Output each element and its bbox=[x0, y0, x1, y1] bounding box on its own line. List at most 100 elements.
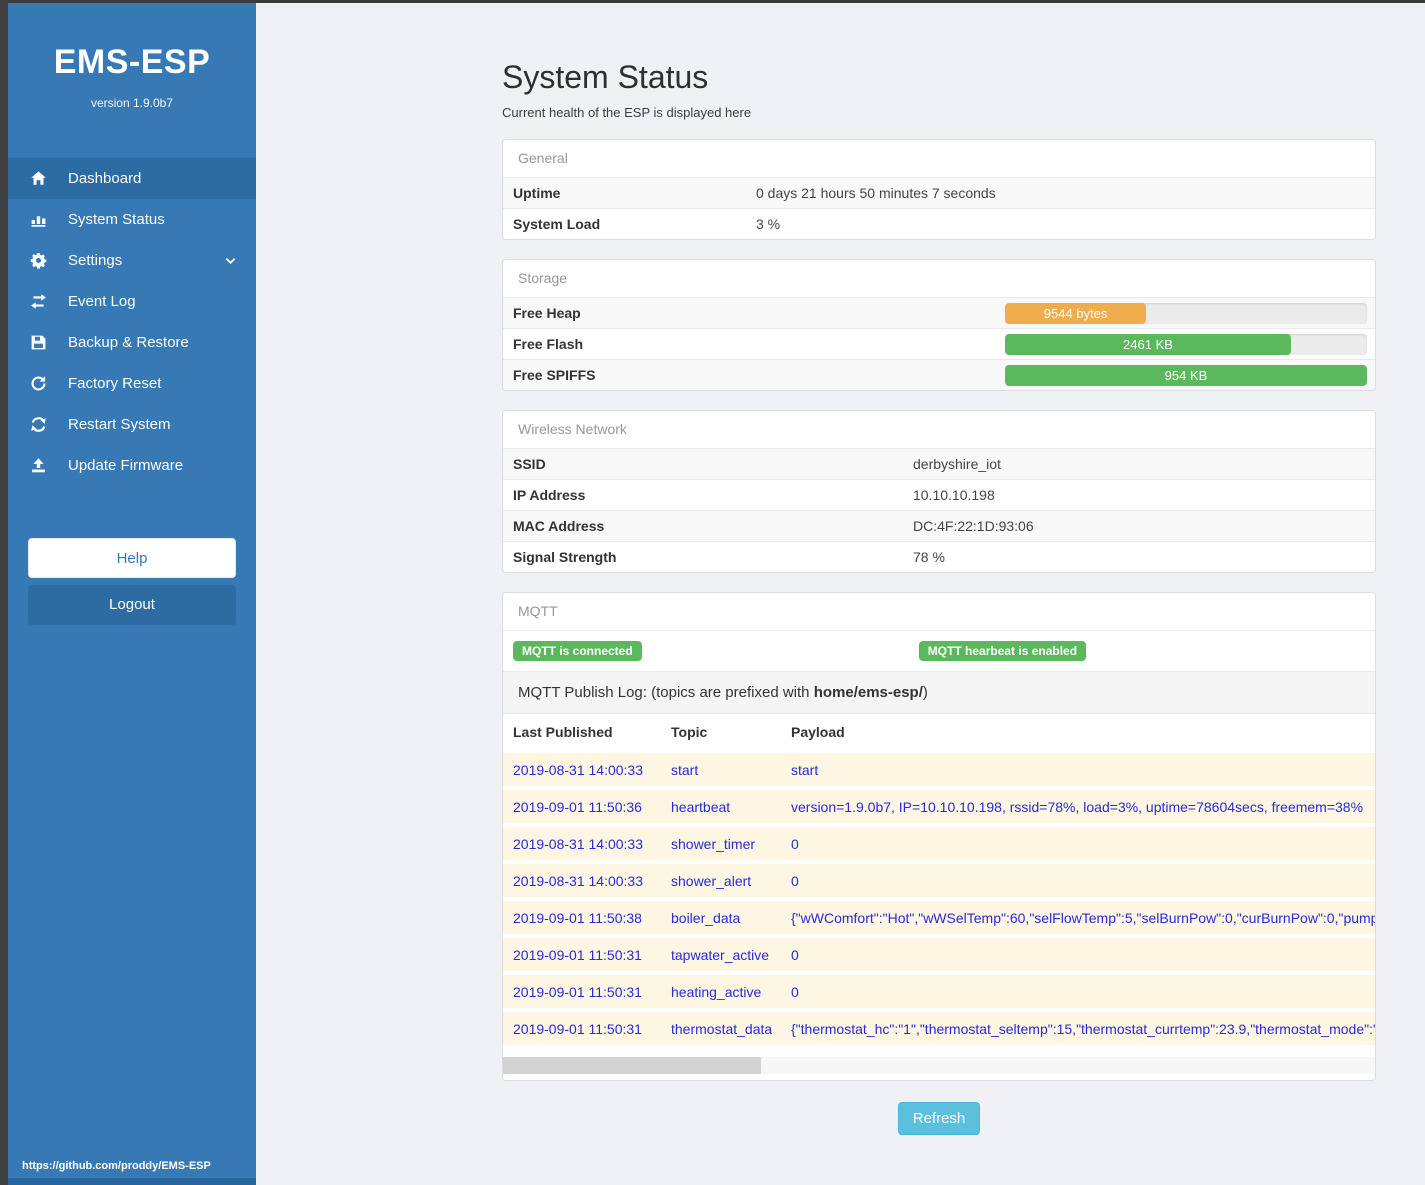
mqtt-table-body: 2019-08-31 14:00:33 start start 2019-09-01 … bbox=[503, 753, 1375, 1045]
progress-bar: 954 KB bbox=[1005, 364, 1367, 386]
log-topic: thermostat_data bbox=[671, 1020, 773, 1037]
log-topic: heartbeat bbox=[671, 798, 731, 815]
horizontal-scrollbar[interactable] bbox=[503, 1057, 1375, 1074]
log-topic: shower_alert bbox=[671, 872, 752, 889]
column-header: Payload bbox=[791, 724, 845, 740]
publish-log-text: MQTT Publish Log: (topics are prefixed w… bbox=[518, 684, 814, 701]
log-timestamp: 2019-09-01 11:50:36 bbox=[513, 798, 642, 815]
log-topic: heating_active bbox=[671, 983, 762, 1000]
mqtt-table-header: Last Published Topic Payload bbox=[503, 713, 1375, 750]
row-value: derbyshire_iot bbox=[913, 456, 1001, 472]
table-row: IP Address 10.10.10.198 bbox=[503, 479, 1375, 510]
log-timestamp: 2019-09-01 11:50:31 bbox=[513, 1020, 642, 1037]
log-payload: 0 bbox=[791, 872, 799, 889]
row-value: 3 % bbox=[756, 216, 781, 232]
table-row: System Load 3 % bbox=[503, 208, 1375, 239]
mqtt-heartbeat-badge: MQTT hearbeat is enabled bbox=[918, 641, 1087, 661]
panel-storage: Storage Free Heap 9544 bytes Free Flash 246… bbox=[502, 259, 1376, 391]
sidebar-item-restart-system[interactable]: Restart System bbox=[8, 404, 256, 445]
sidebar-item-label: Restart System bbox=[68, 416, 171, 433]
logout-button[interactable]: Logout bbox=[28, 585, 236, 625]
log-payload: {"thermostat_hc":"1","thermostat_seltemp… bbox=[791, 1020, 1375, 1037]
progress-fill: 954 KB bbox=[1005, 364, 1367, 386]
sidebar-item-system-status[interactable]: System Status bbox=[8, 199, 256, 240]
sidebar: EMS-ESP version 1.9.0b7 Dashboard System … bbox=[8, 3, 256, 1185]
log-row: 2019-09-01 11:50:36 heartbeat version=1.9.… bbox=[503, 790, 1375, 823]
publish-log-suffix: ) bbox=[922, 684, 928, 701]
log-timestamp: 2019-08-31 14:00:33 bbox=[513, 835, 643, 852]
progress-bar: 2461 KB bbox=[1005, 333, 1367, 355]
upload-icon bbox=[30, 457, 47, 474]
status-icon bbox=[30, 211, 47, 228]
progress-bar: 9544 bytes bbox=[1005, 302, 1367, 324]
column-header: Last Published bbox=[513, 724, 613, 740]
home-icon bbox=[30, 170, 47, 187]
row-value: 0 days 21 hours 50 minutes 7 seconds bbox=[756, 185, 996, 201]
panel-general: General Uptime 0 days 21 hours 50 minutes… bbox=[502, 139, 1376, 240]
log-timestamp: 2019-09-01 11:50:31 bbox=[513, 983, 642, 1000]
table-row: MAC Address DC:4F:22:1D:93:06 bbox=[503, 510, 1375, 541]
refresh-button[interactable]: Refresh bbox=[897, 1102, 981, 1135]
row-label: IP Address bbox=[513, 487, 586, 503]
sidebar-item-label: Settings bbox=[68, 252, 123, 269]
log-row: 2019-08-31 14:00:33 shower_alert 0 bbox=[503, 864, 1375, 897]
table-row: Free Flash 2461 KB bbox=[503, 328, 1375, 359]
chevron-down-icon bbox=[223, 253, 238, 268]
sidebar-item-settings[interactable]: Settings bbox=[8, 240, 256, 281]
row-label: Free SPIFFS bbox=[513, 367, 596, 383]
reset-icon bbox=[30, 375, 47, 392]
log-payload: version=1.9.0b7, IP=10.10.10.198, rssid=… bbox=[791, 798, 1364, 815]
save-icon bbox=[30, 334, 47, 351]
mqtt-badges-row: MQTT is connected MQTT hearbeat is enabl… bbox=[503, 630, 1375, 671]
log-topic: shower_timer bbox=[671, 835, 756, 852]
progress-fill: 2461 KB bbox=[1005, 333, 1291, 355]
sidebar-item-dashboard[interactable]: Dashboard bbox=[8, 158, 256, 199]
log-row: 2019-09-01 11:50:31 thermostat_data {"ther… bbox=[503, 1012, 1375, 1045]
log-row: 2019-09-01 11:50:38 boiler_data {"wWComfor… bbox=[503, 901, 1375, 934]
table-row: Free Heap 9544 bytes bbox=[503, 297, 1375, 328]
row-label: System Load bbox=[513, 216, 601, 232]
log-row: 2019-08-31 14:00:33 shower_timer 0 bbox=[503, 827, 1375, 860]
sidebar-bottom-strip bbox=[8, 1178, 256, 1185]
log-payload: {"wWComfort":"Hot","wWSelTemp":60,"selFl… bbox=[791, 909, 1375, 926]
log-timestamp: 2019-08-31 14:00:33 bbox=[513, 761, 643, 778]
github-link[interactable]: https://github.com/proddy/EMS-ESP bbox=[22, 1160, 211, 1172]
gear-icon bbox=[30, 252, 47, 269]
log-payload: 0 bbox=[791, 946, 799, 963]
sidebar-item-label: Event Log bbox=[68, 293, 136, 310]
panel-mqtt: MQTT MQTT is connected MQTT hearbeat is … bbox=[502, 592, 1376, 1081]
row-value: DC:4F:22:1D:93:06 bbox=[913, 518, 1034, 534]
column-header: Topic bbox=[671, 724, 708, 740]
sidebar-item-update-firmware[interactable]: Update Firmware bbox=[8, 445, 256, 486]
restart-icon bbox=[30, 416, 47, 433]
mqtt-publish-log-header: MQTT Publish Log: (topics are prefixed w… bbox=[503, 671, 1375, 713]
sidebar-item-label: Backup & Restore bbox=[68, 334, 189, 351]
log-topic: boiler_data bbox=[671, 909, 741, 926]
page-subtitle: Current health of the ESP is displayed h… bbox=[502, 105, 752, 120]
app-version: version 1.9.0b7 bbox=[90, 96, 174, 110]
panel-title: Storage bbox=[518, 270, 568, 286]
row-label: Free Heap bbox=[513, 305, 581, 321]
log-row: 2019-09-01 11:50:31 tapwater_active 0 bbox=[503, 938, 1375, 971]
app-title: EMS-ESP bbox=[53, 43, 211, 81]
log-payload: 0 bbox=[791, 835, 799, 852]
sidebar-item-backup-restore[interactable]: Backup & Restore bbox=[8, 322, 256, 363]
row-label: MAC Address bbox=[513, 518, 605, 534]
progress-fill: 9544 bytes bbox=[1005, 302, 1147, 324]
sidebar-item-factory-reset[interactable]: Factory Reset bbox=[8, 363, 256, 404]
help-button[interactable]: Help bbox=[28, 538, 236, 578]
row-value: 78 % bbox=[913, 549, 945, 565]
window-edge bbox=[0, 0, 8, 1185]
log-row: 2019-08-31 14:00:33 start start bbox=[503, 753, 1375, 786]
sidebar-item-label: Dashboard bbox=[68, 170, 142, 187]
sidebar-item-label: Update Firmware bbox=[68, 457, 184, 474]
sidebar-item-event-log[interactable]: Event Log bbox=[8, 281, 256, 322]
log-timestamp: 2019-09-01 11:50:38 bbox=[513, 909, 642, 926]
log-timestamp: 2019-09-01 11:50:31 bbox=[513, 946, 642, 963]
scrollbar-thumb[interactable] bbox=[503, 1057, 761, 1074]
top-border bbox=[0, 0, 1425, 3]
row-label: SSID bbox=[513, 456, 546, 472]
sidebar-nav: Dashboard System Status Settings Event Log B… bbox=[8, 158, 256, 486]
table-row: Free SPIFFS 954 KB bbox=[503, 359, 1375, 390]
log-payload: 0 bbox=[791, 983, 799, 1000]
